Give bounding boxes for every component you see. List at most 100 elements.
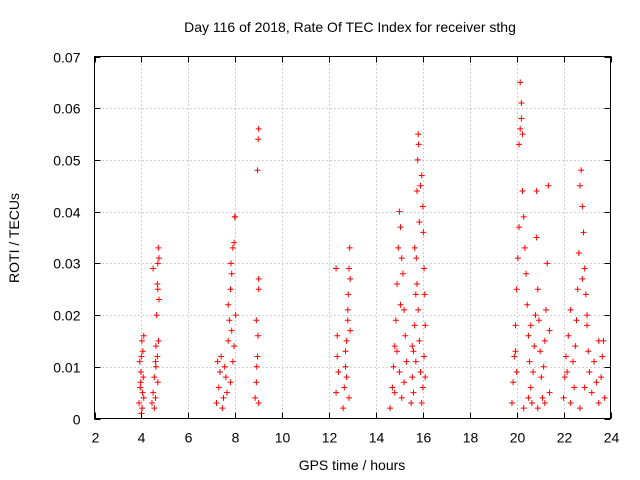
data-point xyxy=(151,374,158,381)
data-point xyxy=(417,182,424,189)
data-point xyxy=(534,405,541,412)
data-point xyxy=(593,379,600,386)
x-tick-label: 6 xyxy=(185,430,193,446)
data-point xyxy=(213,399,220,406)
y-axis-label: ROTI / TECUs xyxy=(6,193,22,283)
y-tick-label: 0.06 xyxy=(53,101,80,117)
data-point xyxy=(412,291,419,298)
data-point xyxy=(391,343,398,350)
data-point xyxy=(535,317,542,324)
data-point xyxy=(140,394,147,401)
data-point xyxy=(599,353,606,360)
data-point xyxy=(344,317,351,324)
data-point xyxy=(140,332,147,339)
data-point xyxy=(225,301,232,308)
data-point xyxy=(409,343,416,350)
data-point xyxy=(252,394,259,401)
data-point xyxy=(512,348,519,355)
data-point xyxy=(396,208,403,215)
data-point xyxy=(340,405,347,412)
x-tick-label: 24 xyxy=(604,430,620,446)
data-point xyxy=(415,131,422,138)
y-tick-label: 0.04 xyxy=(53,205,80,221)
data-point xyxy=(152,363,159,370)
data-point xyxy=(346,244,353,251)
data-point xyxy=(137,379,144,386)
data-point xyxy=(253,379,260,386)
data-point xyxy=(152,394,159,401)
data-point xyxy=(226,317,233,324)
data-point xyxy=(409,374,416,381)
data-point xyxy=(343,337,350,344)
x-tick-label: 8 xyxy=(232,430,240,446)
data-point xyxy=(398,255,405,262)
data-point xyxy=(411,322,418,329)
data-point xyxy=(538,374,545,381)
data-point xyxy=(153,312,160,319)
data-point xyxy=(137,384,144,391)
data-point xyxy=(232,312,239,319)
data-point xyxy=(527,384,534,391)
data-point xyxy=(528,399,535,406)
data-point xyxy=(410,389,417,396)
data-point xyxy=(254,167,261,174)
data-point xyxy=(154,353,161,360)
data-point xyxy=(524,301,531,308)
data-point xyxy=(138,337,145,344)
data-point xyxy=(232,213,239,220)
data-point xyxy=(588,389,595,396)
data-point xyxy=(255,125,262,132)
data-point xyxy=(537,348,544,355)
data-point xyxy=(418,399,425,406)
data-point xyxy=(514,255,521,262)
data-point xyxy=(562,353,569,360)
data-point xyxy=(526,358,533,365)
data-point xyxy=(595,399,602,406)
data-point xyxy=(156,255,162,262)
x-tick-label: 2 xyxy=(92,430,100,446)
data-point xyxy=(513,286,520,293)
data-point xyxy=(421,265,428,272)
data-point xyxy=(344,306,351,313)
data-point xyxy=(397,224,404,231)
data-point xyxy=(408,399,415,406)
data-point xyxy=(255,399,262,406)
data-point xyxy=(518,115,525,122)
data-point xyxy=(421,291,428,298)
data-point xyxy=(333,265,340,272)
x-tick-label: 16 xyxy=(416,430,432,446)
data-point xyxy=(539,394,546,401)
data-point xyxy=(527,322,534,329)
data-point xyxy=(417,368,424,375)
data-point xyxy=(519,187,526,194)
data-point xyxy=(401,379,408,386)
data-point xyxy=(513,368,520,375)
data-point xyxy=(516,224,523,231)
data-point xyxy=(411,244,418,251)
data-point xyxy=(342,363,349,370)
data-point xyxy=(228,327,235,334)
data-point xyxy=(152,343,159,350)
data-point xyxy=(253,363,260,370)
data-point xyxy=(521,244,528,251)
data-point xyxy=(516,141,523,148)
data-point xyxy=(525,394,532,401)
data-point xyxy=(397,301,404,308)
data-point xyxy=(345,291,352,298)
data-point xyxy=(416,337,423,344)
data-point xyxy=(225,337,232,344)
x-tick-label: 14 xyxy=(369,430,385,446)
grid-lines xyxy=(94,56,611,419)
data-point xyxy=(520,213,527,220)
data-point xyxy=(577,405,584,412)
data-point xyxy=(228,270,235,277)
data-point xyxy=(154,281,161,288)
data-point xyxy=(572,343,579,350)
data-point xyxy=(531,343,538,350)
data-point xyxy=(532,312,539,319)
data-point xyxy=(421,353,428,360)
data-point xyxy=(403,358,410,365)
data-point xyxy=(564,368,571,375)
data-point xyxy=(398,394,405,401)
data-point xyxy=(392,317,399,324)
